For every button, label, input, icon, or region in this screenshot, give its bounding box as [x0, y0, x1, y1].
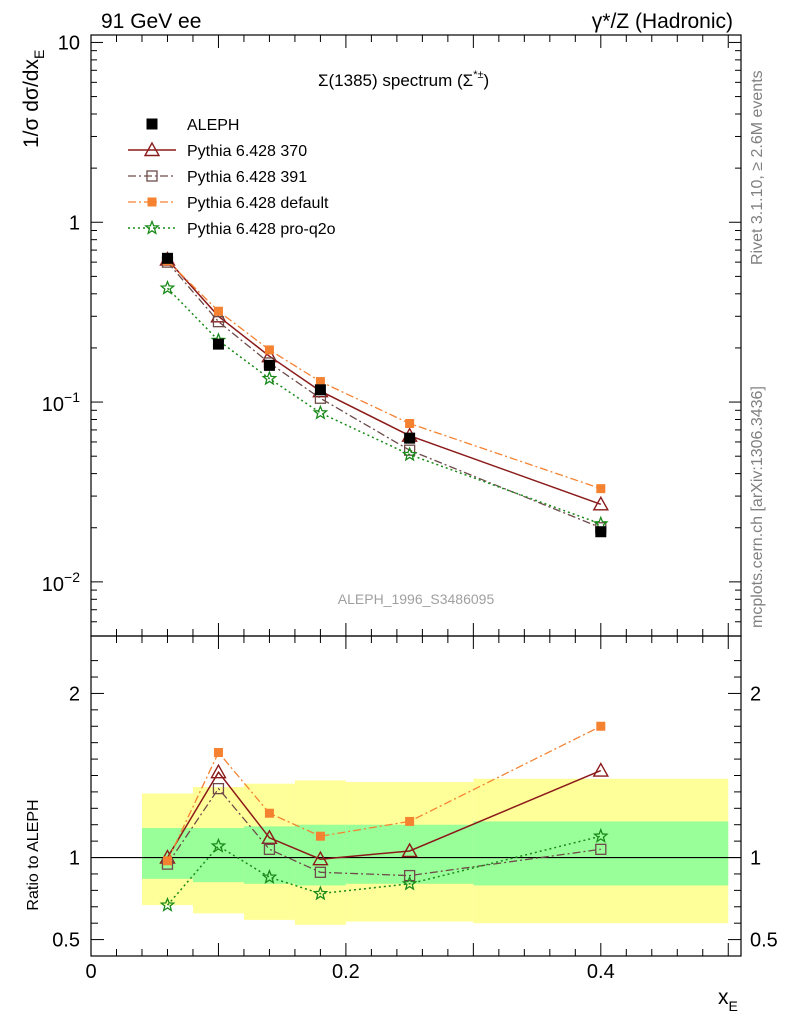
series-data-point — [263, 359, 275, 371]
series-pdefault-point — [315, 377, 325, 387]
ratio-y-tick-label-right: 0.5 — [750, 930, 778, 952]
main-y-axis-label: 1/σ dσ/dxE — [20, 50, 47, 148]
ratio-series-p391-line — [166, 787, 601, 877]
legend-label: ALEPH — [187, 117, 239, 134]
uncertainty-band-inner-2 — [243, 826, 295, 884]
ratio-series-p370-line — [166, 769, 602, 860]
series-pdefault-line — [167, 260, 602, 490]
series-pq2o-point — [312, 404, 329, 420]
uncertainty-band-inner-1 — [192, 828, 244, 883]
ratio-series-pq2o-point — [210, 837, 227, 853]
series-p391-line — [167, 261, 602, 529]
ratio-series-p391-point — [403, 869, 416, 882]
series-data-point — [404, 432, 416, 444]
ratio-series-pdefault-point — [264, 808, 274, 818]
series-pdefault-point — [596, 484, 606, 494]
legend-label: Pythia 6.428 pro-q2o — [187, 221, 336, 238]
ratio-plot-panel: Ratio to ALEPH xE 0 0.2 0.4 2 2 1 1 0.5 0.5 — [25, 635, 778, 1014]
series-pdefault-point — [405, 418, 415, 428]
ratio-series-p391-point — [263, 843, 276, 855]
y-tick-label: 10−1 — [42, 389, 80, 416]
legend-marker-p370 — [143, 141, 161, 157]
ratio-series-p370-point — [312, 850, 329, 866]
ratio-series-pdefault-point — [405, 816, 415, 826]
y-tick-label: 10−2 — [42, 569, 80, 596]
series-data-point — [595, 526, 607, 538]
ratio-series-pq2o-point — [312, 885, 329, 901]
uncertainty-band-inner-0 — [141, 828, 193, 879]
uncertainty-band-inner-4 — [345, 824, 474, 884]
y-tick-label: 1 — [69, 212, 80, 234]
ratio-series-p370-point — [261, 829, 278, 845]
series-data-point — [314, 384, 326, 396]
legend-marker-pq2o — [144, 219, 160, 235]
mcplots-credit-text: mcplots.cern.ch [arXiv:1306.3436] — [749, 386, 766, 628]
ratio-series-p391-point — [314, 866, 327, 878]
ratio-series-p370-point — [210, 763, 227, 779]
main-plot-title: Σ(1385) spectrum (Σ*±) — [318, 69, 489, 90]
uncertainty-band-inner-5 — [473, 821, 729, 886]
series-pq2o-point — [159, 279, 176, 295]
header-right: γ*/Z (Hadronic) — [592, 10, 733, 33]
ratio-plot-frame — [90, 635, 742, 957]
x-tick-label: 0.2 — [332, 961, 360, 983]
legend-label: Pythia 6.428 370 — [187, 143, 307, 160]
x-tick-label: 0 — [85, 961, 96, 983]
ratio-series-pdefault-line — [166, 725, 602, 862]
legend-label: Pythia 6.428 391 — [187, 169, 307, 186]
series-p370-line — [166, 259, 602, 506]
ratio-series-pdefault-point — [315, 831, 325, 841]
ratio-y-axis-label: Ratio to ALEPH — [25, 799, 42, 910]
ratio-series-pq2o-point — [159, 896, 176, 912]
series-pdefault-point — [264, 345, 274, 355]
ratio-series-pq2o-point — [592, 827, 609, 843]
legend: ALEPH Pythia 6.428 370 Pythia 6.428 391 Pyt… — [128, 117, 336, 238]
ratio-y-tick-label-right: 1 — [750, 848, 761, 870]
x-tick-label: 0.4 — [587, 961, 615, 983]
series-pq2o-line — [166, 287, 602, 525]
ratio-series-pdefault-point — [162, 856, 172, 866]
ratio-y-tick-label: 2 — [69, 683, 80, 705]
x-axis-label: xE — [718, 986, 738, 1014]
rivet-version-text: Rivet 3.1.10, ≥ 2.6M events — [749, 70, 766, 265]
series-p391-point — [212, 316, 225, 328]
legend-marker-data — [146, 118, 158, 130]
legend-marker-pdefault — [147, 197, 157, 207]
ratio-series-p370-point — [592, 762, 609, 777]
series-data-point — [161, 252, 173, 264]
ratio-series-p391-point — [212, 782, 225, 795]
series-pdefault-point — [213, 306, 223, 316]
legend-label: Pythia 6.428 default — [187, 195, 329, 212]
header-left: 91 GeV ee — [101, 10, 201, 33]
ratio-series-p391-point — [595, 843, 607, 855]
ratio-series-pq2o-point — [261, 868, 278, 884]
y-tick-label: 10 — [58, 32, 80, 54]
ratio-y-tick-label: 0.5 — [52, 930, 80, 952]
series-pq2o-point — [261, 370, 278, 386]
main-plot-panel: Σ(1385) spectrum (Σ*±) ALEPH_1996_S34860… — [20, 32, 742, 637]
ratio-y-tick-label: 1 — [69, 848, 80, 870]
watermark-text: ALEPH_1996_S3486095 — [338, 591, 495, 607]
ratio-series-pq2o-point — [401, 875, 418, 891]
ratio-series-pdefault-point — [213, 748, 223, 758]
series-data-point — [212, 338, 224, 350]
legend-marker-p391 — [146, 170, 158, 182]
series-pq2o-point — [401, 446, 418, 462]
series-p370-point — [592, 495, 609, 511]
ratio-series-pdefault-point — [596, 721, 606, 731]
ratio-y-tick-label-right: 2 — [750, 683, 761, 705]
ratio-series-p370-point — [401, 842, 418, 858]
